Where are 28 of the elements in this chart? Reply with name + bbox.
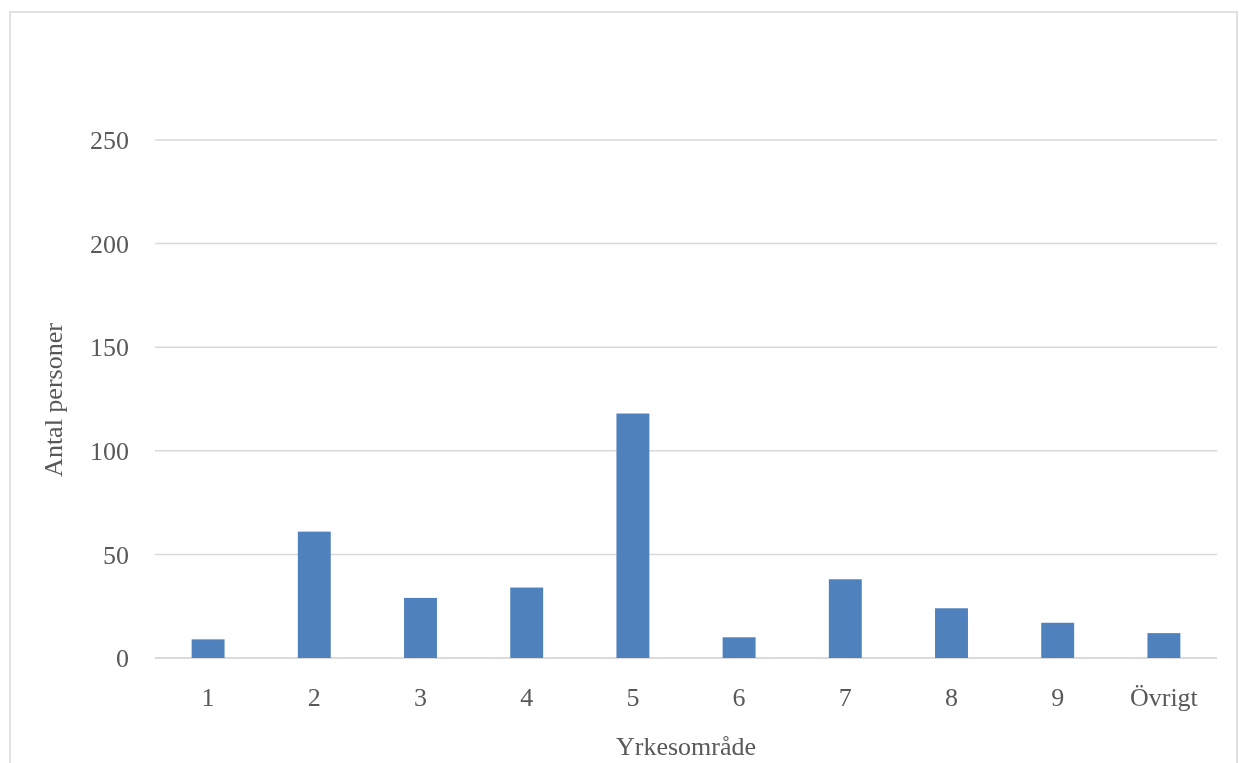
x-tick-label: 5 [626, 683, 640, 712]
bar [404, 597, 437, 658]
x-tick-label: 7 [838, 683, 852, 712]
x-tick-label: 8 [945, 683, 958, 712]
y-axis-title: Antal personer [39, 322, 68, 477]
bar [828, 579, 862, 658]
bar [510, 587, 544, 658]
y-tick-label: 250 [90, 126, 129, 156]
y-tick-label: 150 [90, 333, 129, 363]
bar [722, 637, 756, 658]
bar [616, 413, 650, 658]
x-tick-label: 4 [520, 683, 534, 712]
y-tick-label: 200 [90, 229, 129, 259]
bar [935, 608, 968, 658]
x-tick-label: 1 [201, 683, 215, 712]
x-tick-label: 6 [732, 683, 746, 712]
bar [191, 639, 225, 658]
x-tick-label: Övrigt [1129, 683, 1199, 712]
bar [1041, 622, 1075, 658]
y-tick-label: 0 [116, 644, 129, 674]
x-tick-label: 3 [414, 683, 427, 712]
x-axis-title: Yrkesområde [615, 732, 757, 761]
y-tick-label: 100 [90, 436, 129, 466]
x-tick-label: 2 [307, 683, 321, 712]
x-tick-label: 9 [1051, 683, 1065, 712]
bar [1147, 633, 1181, 658]
bar [297, 531, 331, 658]
y-tick-label: 50 [103, 540, 129, 570]
